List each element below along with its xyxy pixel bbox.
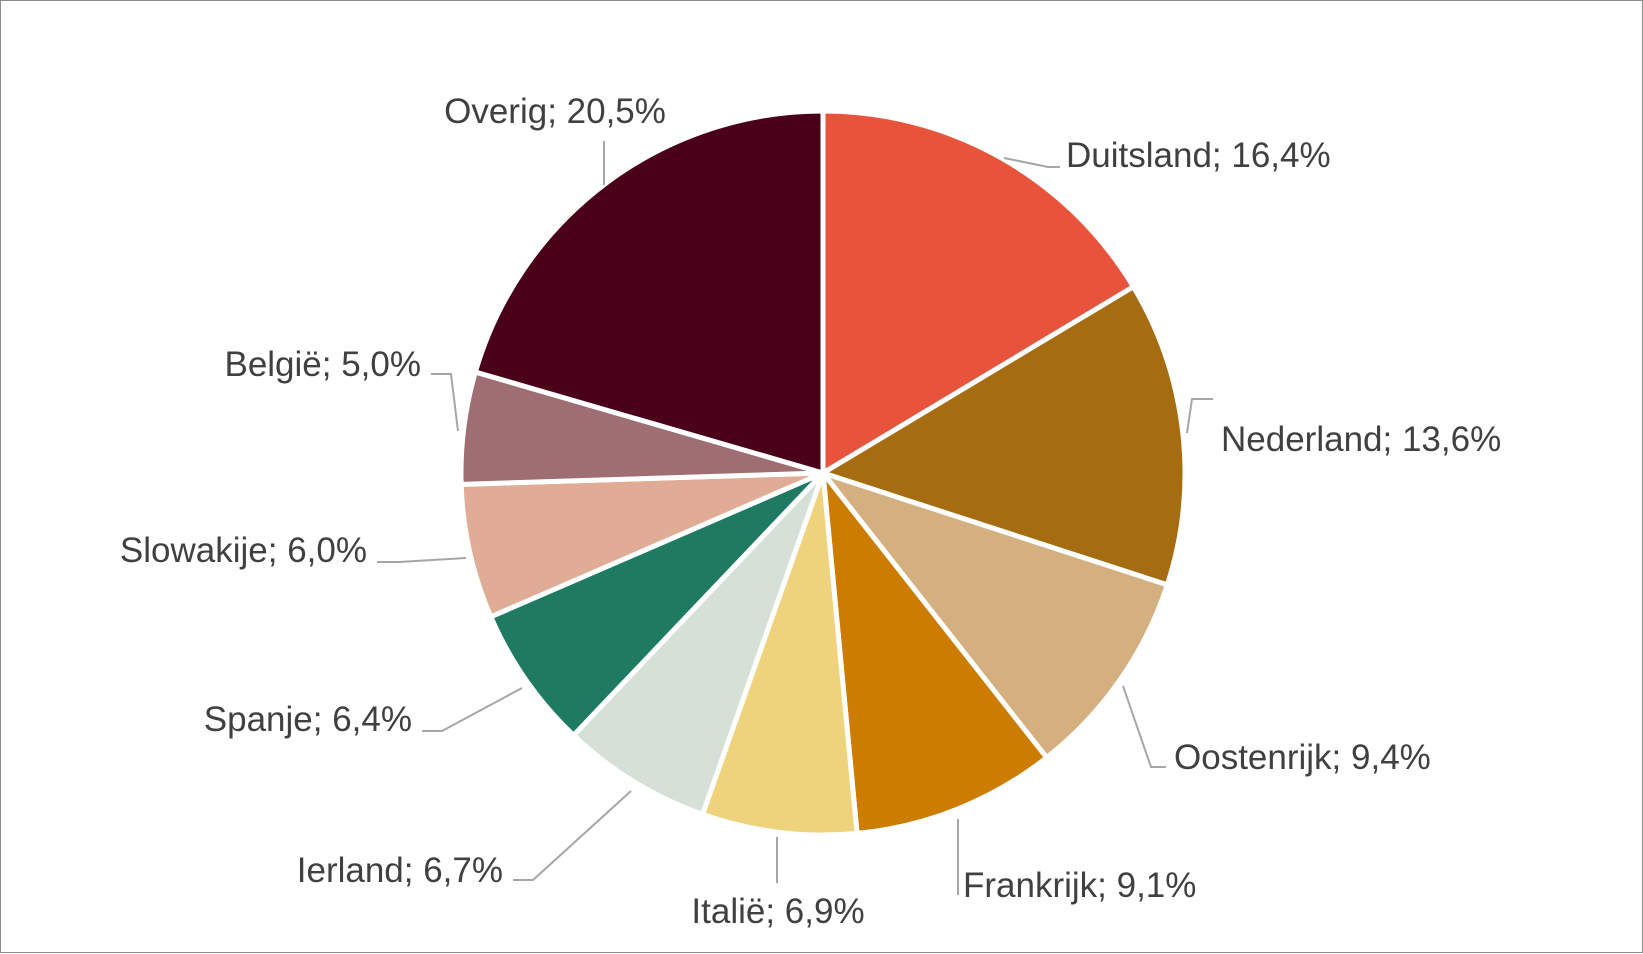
pie-slice-overig (472, 108, 826, 477)
leader-line-ierland (513, 790, 632, 881)
leader-line-duitsland (1003, 157, 1060, 168)
data-label-frankrijk: Frankrijk; 9,1% (963, 866, 1196, 905)
data-label-spanje: Spanje; 6,4% (204, 700, 412, 739)
data-label-italie: Italië; 6,9% (691, 892, 864, 931)
data-label-oostenrijk: Oostenrijk; 9,4% (1174, 738, 1431, 777)
data-label-duitsland: Duitsland; 16,4% (1066, 136, 1331, 175)
data-label-slowakije: Slowakije; 6,0% (120, 531, 367, 570)
data-labels: Duitsland; 16,4% Nederland; 13,6% Oosten… (120, 92, 1501, 931)
data-label-overig: Overig; 20,5% (444, 92, 666, 131)
leader-line-spanje (422, 687, 523, 732)
pie-slice-nederland (817, 283, 1188, 589)
data-label-ierland: Ierland; 6,7% (297, 851, 503, 890)
leader-line-belgie (431, 373, 459, 432)
data-label-nederland: Nederland; 13,6% (1221, 420, 1501, 459)
pie-slice-frankrijk (819, 464, 1051, 837)
pie-slice-ierland (570, 471, 826, 818)
data-label-belgie: België; 5,0% (224, 345, 421, 384)
pie-slice-duitsland (820, 108, 1137, 478)
pie-slices (458, 108, 1188, 838)
leader-line-oostenrijk (1122, 685, 1166, 768)
leader-line-nederland (1186, 398, 1213, 434)
pie-slice-italie (699, 472, 860, 838)
leader-line-slowakije (377, 557, 467, 563)
pie-slice-spanje (487, 470, 825, 739)
leader-lines (377, 141, 1213, 895)
pie-slice-slowakije (458, 470, 824, 621)
pie-slice-oostenrijk (815, 468, 1171, 762)
